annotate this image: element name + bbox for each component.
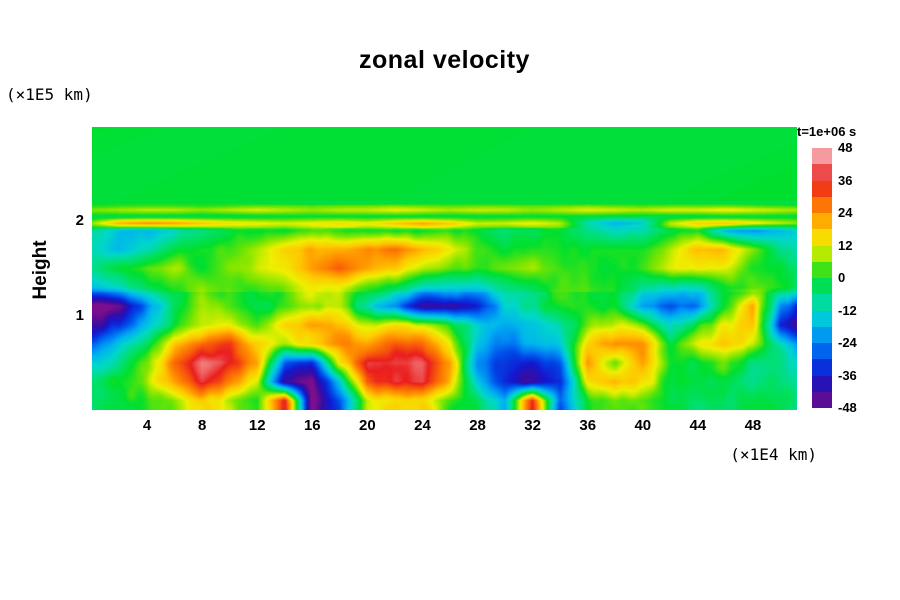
colorbar-tick-label: 0 xyxy=(838,270,846,285)
colorbar-tick-label: -12 xyxy=(838,302,857,318)
x-tick-label: 32 xyxy=(524,417,541,434)
y-tick-label: 1 xyxy=(75,306,84,324)
y-tick-label: 2 xyxy=(75,212,84,230)
x-tick-label: 20 xyxy=(359,417,376,434)
colorbar-segment xyxy=(812,245,832,262)
x-tick-label: 44 xyxy=(689,417,707,434)
x-tick-label: 4 xyxy=(142,417,152,434)
colorbar-segment xyxy=(812,213,832,230)
colorbar-segment xyxy=(812,180,832,197)
x-tick-label: 8 xyxy=(197,417,207,434)
colorbar-tick-label: 12 xyxy=(838,237,853,253)
colorbar-segment xyxy=(812,164,832,181)
x-tick-label: 40 xyxy=(634,417,652,434)
colorbar-tick-label: 36 xyxy=(838,172,853,188)
colorbar-segment xyxy=(812,261,832,278)
x-tick-label: 28 xyxy=(469,417,486,434)
colorbar-segment xyxy=(812,359,832,376)
colorbar-tick-label: 24 xyxy=(838,205,853,220)
colorbar xyxy=(812,148,832,408)
y-axis-unit-label: (×1E5 km) xyxy=(6,85,93,104)
x-axis-unit-label: (×1E4 km) xyxy=(730,445,817,464)
x-tick-label: 16 xyxy=(303,417,321,434)
x-tick-label: 12 xyxy=(248,417,266,434)
x-tick-label: 48 xyxy=(744,417,762,434)
colorbar-tick-label: 48 xyxy=(838,140,853,155)
colorbar-segment xyxy=(812,326,832,343)
chart-title: zonal velocity xyxy=(359,46,530,74)
colorbar-segment xyxy=(812,343,832,360)
colorbar-tick-label: -36 xyxy=(838,367,857,383)
colorbar-segment xyxy=(812,391,832,408)
heatmap-canvas xyxy=(92,127,797,410)
colorbar-segment xyxy=(812,310,832,327)
colorbar-segment xyxy=(812,196,832,213)
colorbar-segment xyxy=(812,229,832,246)
colorbar-segment xyxy=(812,375,832,392)
x-tick-label: 36 xyxy=(579,417,597,434)
colorbar-segment xyxy=(812,148,832,165)
colorbar-tick-label: -48 xyxy=(838,400,857,415)
colorbar-tick-label: -24 xyxy=(838,335,857,350)
y-axis-title: Height xyxy=(30,240,51,300)
colorbar-segment xyxy=(812,278,832,295)
colorbar-segment xyxy=(812,294,832,311)
colorbar-title: t=1e+06 s xyxy=(797,124,857,139)
x-tick-label: 24 xyxy=(414,417,431,434)
